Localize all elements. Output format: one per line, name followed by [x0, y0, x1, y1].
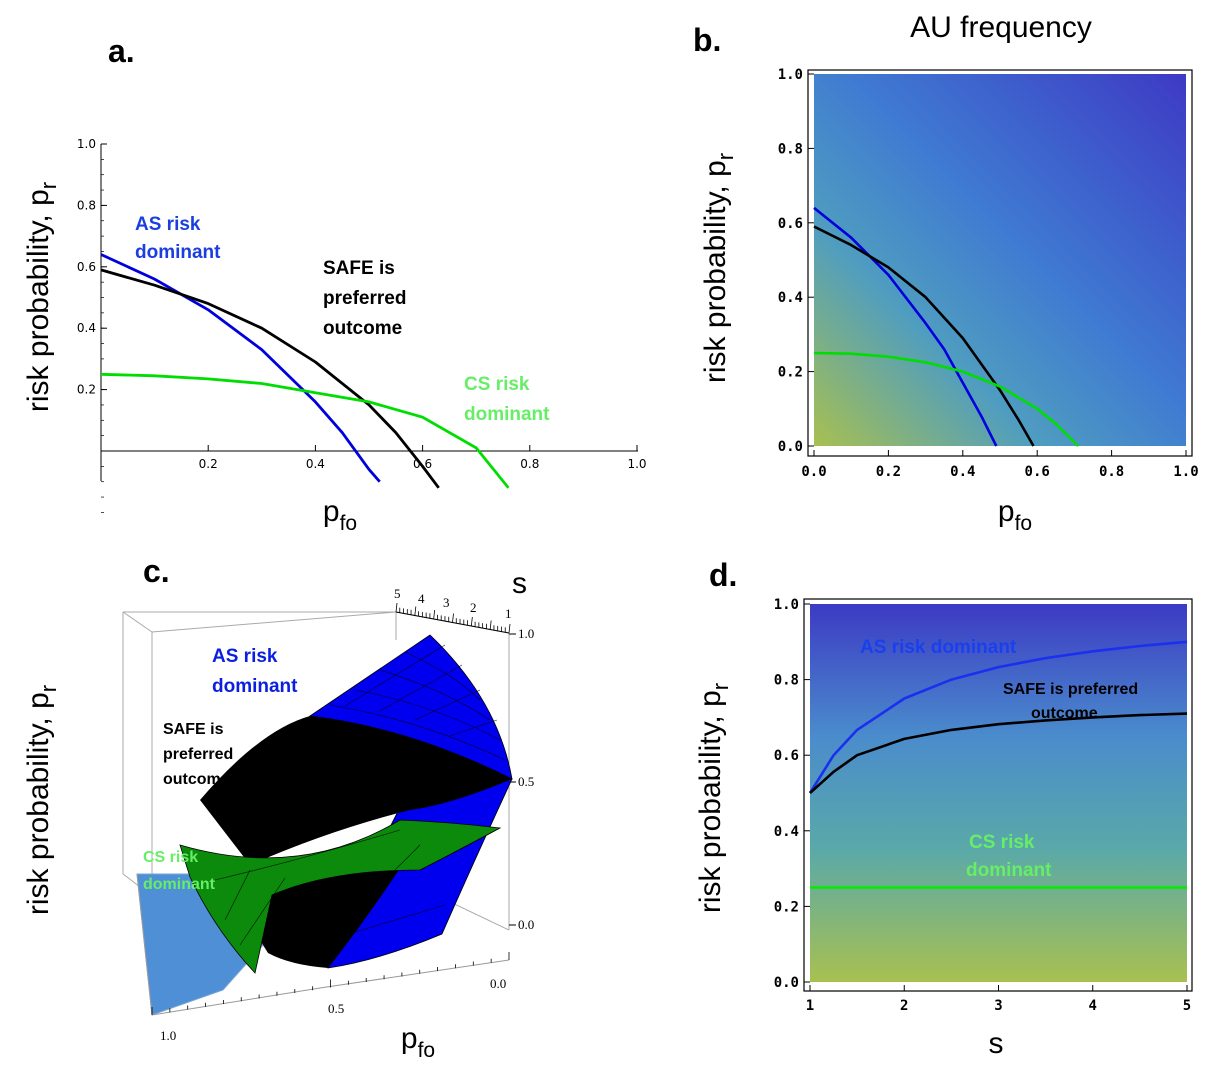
y-tick-label: 0.2	[77, 383, 96, 397]
series-line	[813, 206, 998, 447]
x-tick-label: 1.0	[627, 457, 646, 471]
panel-b-x-label: pfo	[998, 495, 1032, 535]
x-tick-label: 1.0	[1173, 464, 1198, 480]
s-ruler-tick	[452, 613, 454, 623]
s-ruler-tick	[470, 616, 473, 627]
x-tick-label: 4	[1089, 998, 1097, 1014]
c-z-tick-label: 0.5	[518, 774, 534, 789]
panel-a-y-label: risk probability, pr	[22, 182, 61, 412]
panel-a-x-label: pfo	[323, 495, 357, 535]
panel-b-title: AU frequency	[910, 11, 1092, 44]
x-tick-label: 2	[900, 998, 908, 1014]
series-line	[813, 225, 1035, 447]
x-tick-label: 0.6	[1025, 464, 1050, 480]
y-tick-label: 0.0	[774, 975, 799, 991]
panel-d-x-label: s	[989, 1027, 1004, 1060]
panel-a-ticks: 0.2 0.4 0.6 0.8 1.00.20.40.60.81.0	[77, 137, 647, 513]
y-tick-label: 0.4	[77, 321, 96, 335]
c-x-tick-label: 1.0	[160, 1028, 176, 1043]
y-tick-label: 0.6	[77, 260, 96, 274]
panel-c-as-annotation: AS risk dominant	[212, 646, 298, 697]
x-tick-label: 0.4	[306, 457, 325, 471]
c-s-tick-label: 2	[470, 600, 477, 615]
y-tick-label: 0.8	[778, 141, 803, 157]
x-tick-label: 1	[806, 998, 814, 1014]
c-s-tick-label: 1	[505, 606, 512, 621]
x-tick-label: 0.2	[876, 464, 901, 480]
panel-c-s-label: s	[512, 567, 527, 600]
panel-c-x-label: pfo	[401, 1022, 435, 1062]
panel-d-as-annotation: AS risk dominant	[860, 637, 1017, 658]
panel-c-surfaces	[179, 634, 513, 974]
panel-d-letter: d.	[709, 557, 737, 593]
panel-d-safe-annotation: SAFE is preferred outcome	[1003, 681, 1143, 722]
y-tick-label: 1.0	[774, 597, 799, 613]
x-tick-label: 0.8	[1099, 464, 1124, 480]
panel-d-ticks: 1 2 3 4 5 0.0 0.2 0.4 0.6 0.8 1.0	[774, 597, 1192, 1014]
panel-b-curves	[813, 206, 1080, 447]
safe-surface-upper	[200, 716, 512, 865]
x-tick-label: 0.4	[950, 464, 975, 480]
y-tick-label: 1.0	[778, 67, 803, 83]
x-tick-label: 0.0	[801, 464, 826, 480]
x-tick-label: 3	[994, 998, 1002, 1014]
panel-c-cs-annotation: CS risk dominant	[143, 849, 216, 893]
x-tick-label: 5	[1183, 998, 1191, 1014]
y-tick-label: 0.2	[774, 899, 799, 915]
y-tick-label: 0.8	[774, 673, 799, 689]
panel-d: d. 1 2 3 4 5 0.0 0.2 0.4 0.6 0.8 1.0 risk probabil…	[694, 557, 1193, 1060]
panel-d-curves	[808, 640, 1188, 889]
panel-c-safe-annotation: SAFE is preferred outcome	[163, 721, 238, 788]
panel-c-s-ruler: 5 4 3 2 1 s	[394, 567, 527, 634]
series-line	[100, 268, 440, 489]
panel-c-letter: c.	[143, 553, 170, 589]
panel-a-letter: a.	[108, 33, 135, 69]
panel-d-heatmap	[810, 604, 1187, 982]
panel-a-cs-annotation: CS risk dominant	[464, 374, 550, 425]
panel-b: b. AU frequency 0.0 0.2 0.4 0.6 0.8 1.0 0.0 0.2…	[693, 11, 1199, 535]
y-tick-label: 0.6	[774, 748, 799, 764]
panel-d-y-label: risk probability, pr	[694, 683, 733, 913]
panel-a-curves	[100, 253, 510, 489]
panel-b-y-label: risk probability, pr	[699, 153, 738, 383]
panel-d-cs-annotation: CS risk dominant	[966, 832, 1052, 881]
c-z-tick-label: 0.0	[518, 917, 534, 932]
c-x-tick-label: 0.0	[490, 976, 506, 991]
panel-b-ticks: 0.0 0.2 0.4 0.6 0.8 1.0 0.0 0.2 0.4 0.6 0.8 1.0	[778, 67, 1199, 480]
s-ruler-tick	[508, 623, 511, 634]
series-line	[808, 640, 1188, 794]
y-tick-label: 1.0	[77, 137, 96, 151]
y-tick-label: 0.0	[778, 439, 803, 455]
panel-c: c.	[22, 553, 534, 1062]
series-line	[100, 253, 381, 483]
c-s-tick-label: 5	[394, 586, 401, 601]
x-tick-label: 0.8	[520, 457, 539, 471]
panel-c-floor-ticks: 1.0 0.5 0.0	[151, 952, 510, 1043]
s-ruler-tick	[489, 620, 492, 630]
s-ruler-tick	[433, 609, 436, 620]
s-ruler-tick	[414, 606, 417, 616]
c-x-tick-label: 0.5	[328, 1001, 344, 1016]
series-line	[813, 351, 1080, 447]
series-line	[809, 712, 1188, 794]
y-tick-label: 0.4	[774, 824, 799, 840]
panel-a-as-annotation: AS risk dominant	[135, 214, 221, 263]
panel-c-y-label: risk probability, pr	[22, 685, 61, 915]
panel-c-z-ticks: 1.0 0.5 0.0	[509, 626, 534, 932]
x-tick-label: 0.2	[199, 457, 218, 471]
y-tick-label: 0.6	[778, 216, 803, 232]
y-tick-label: 0.4	[778, 290, 803, 306]
panel-a-safe-annotation: SAFE is preferred outcome	[323, 258, 412, 339]
panel-a: a. 0.2 0.4 0.6 0.8 1.00.20.40.60.81.0 risk p…	[22, 33, 647, 535]
series-line	[100, 372, 510, 489]
s-ruler-tick	[395, 602, 398, 613]
y-tick-label: 0.8	[77, 198, 96, 212]
c-s-tick-label: 3	[443, 595, 450, 610]
y-tick-label: 0.2	[778, 365, 803, 381]
panel-b-letter: b.	[693, 22, 721, 58]
c-z-tick-label: 1.0	[518, 626, 534, 641]
c-s-tick-label: 4	[418, 591, 425, 606]
